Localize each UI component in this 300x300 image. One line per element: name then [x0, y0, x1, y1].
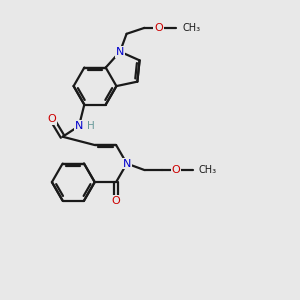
- Text: O: O: [48, 115, 57, 124]
- Text: O: O: [154, 23, 163, 33]
- Text: O: O: [172, 165, 181, 175]
- Text: H: H: [87, 121, 95, 131]
- Text: N: N: [75, 121, 83, 131]
- Text: CH₃: CH₃: [182, 23, 201, 33]
- Text: CH₃: CH₃: [198, 165, 217, 175]
- Text: N: N: [116, 47, 124, 57]
- Text: N: N: [123, 159, 131, 169]
- Text: O: O: [112, 196, 121, 206]
